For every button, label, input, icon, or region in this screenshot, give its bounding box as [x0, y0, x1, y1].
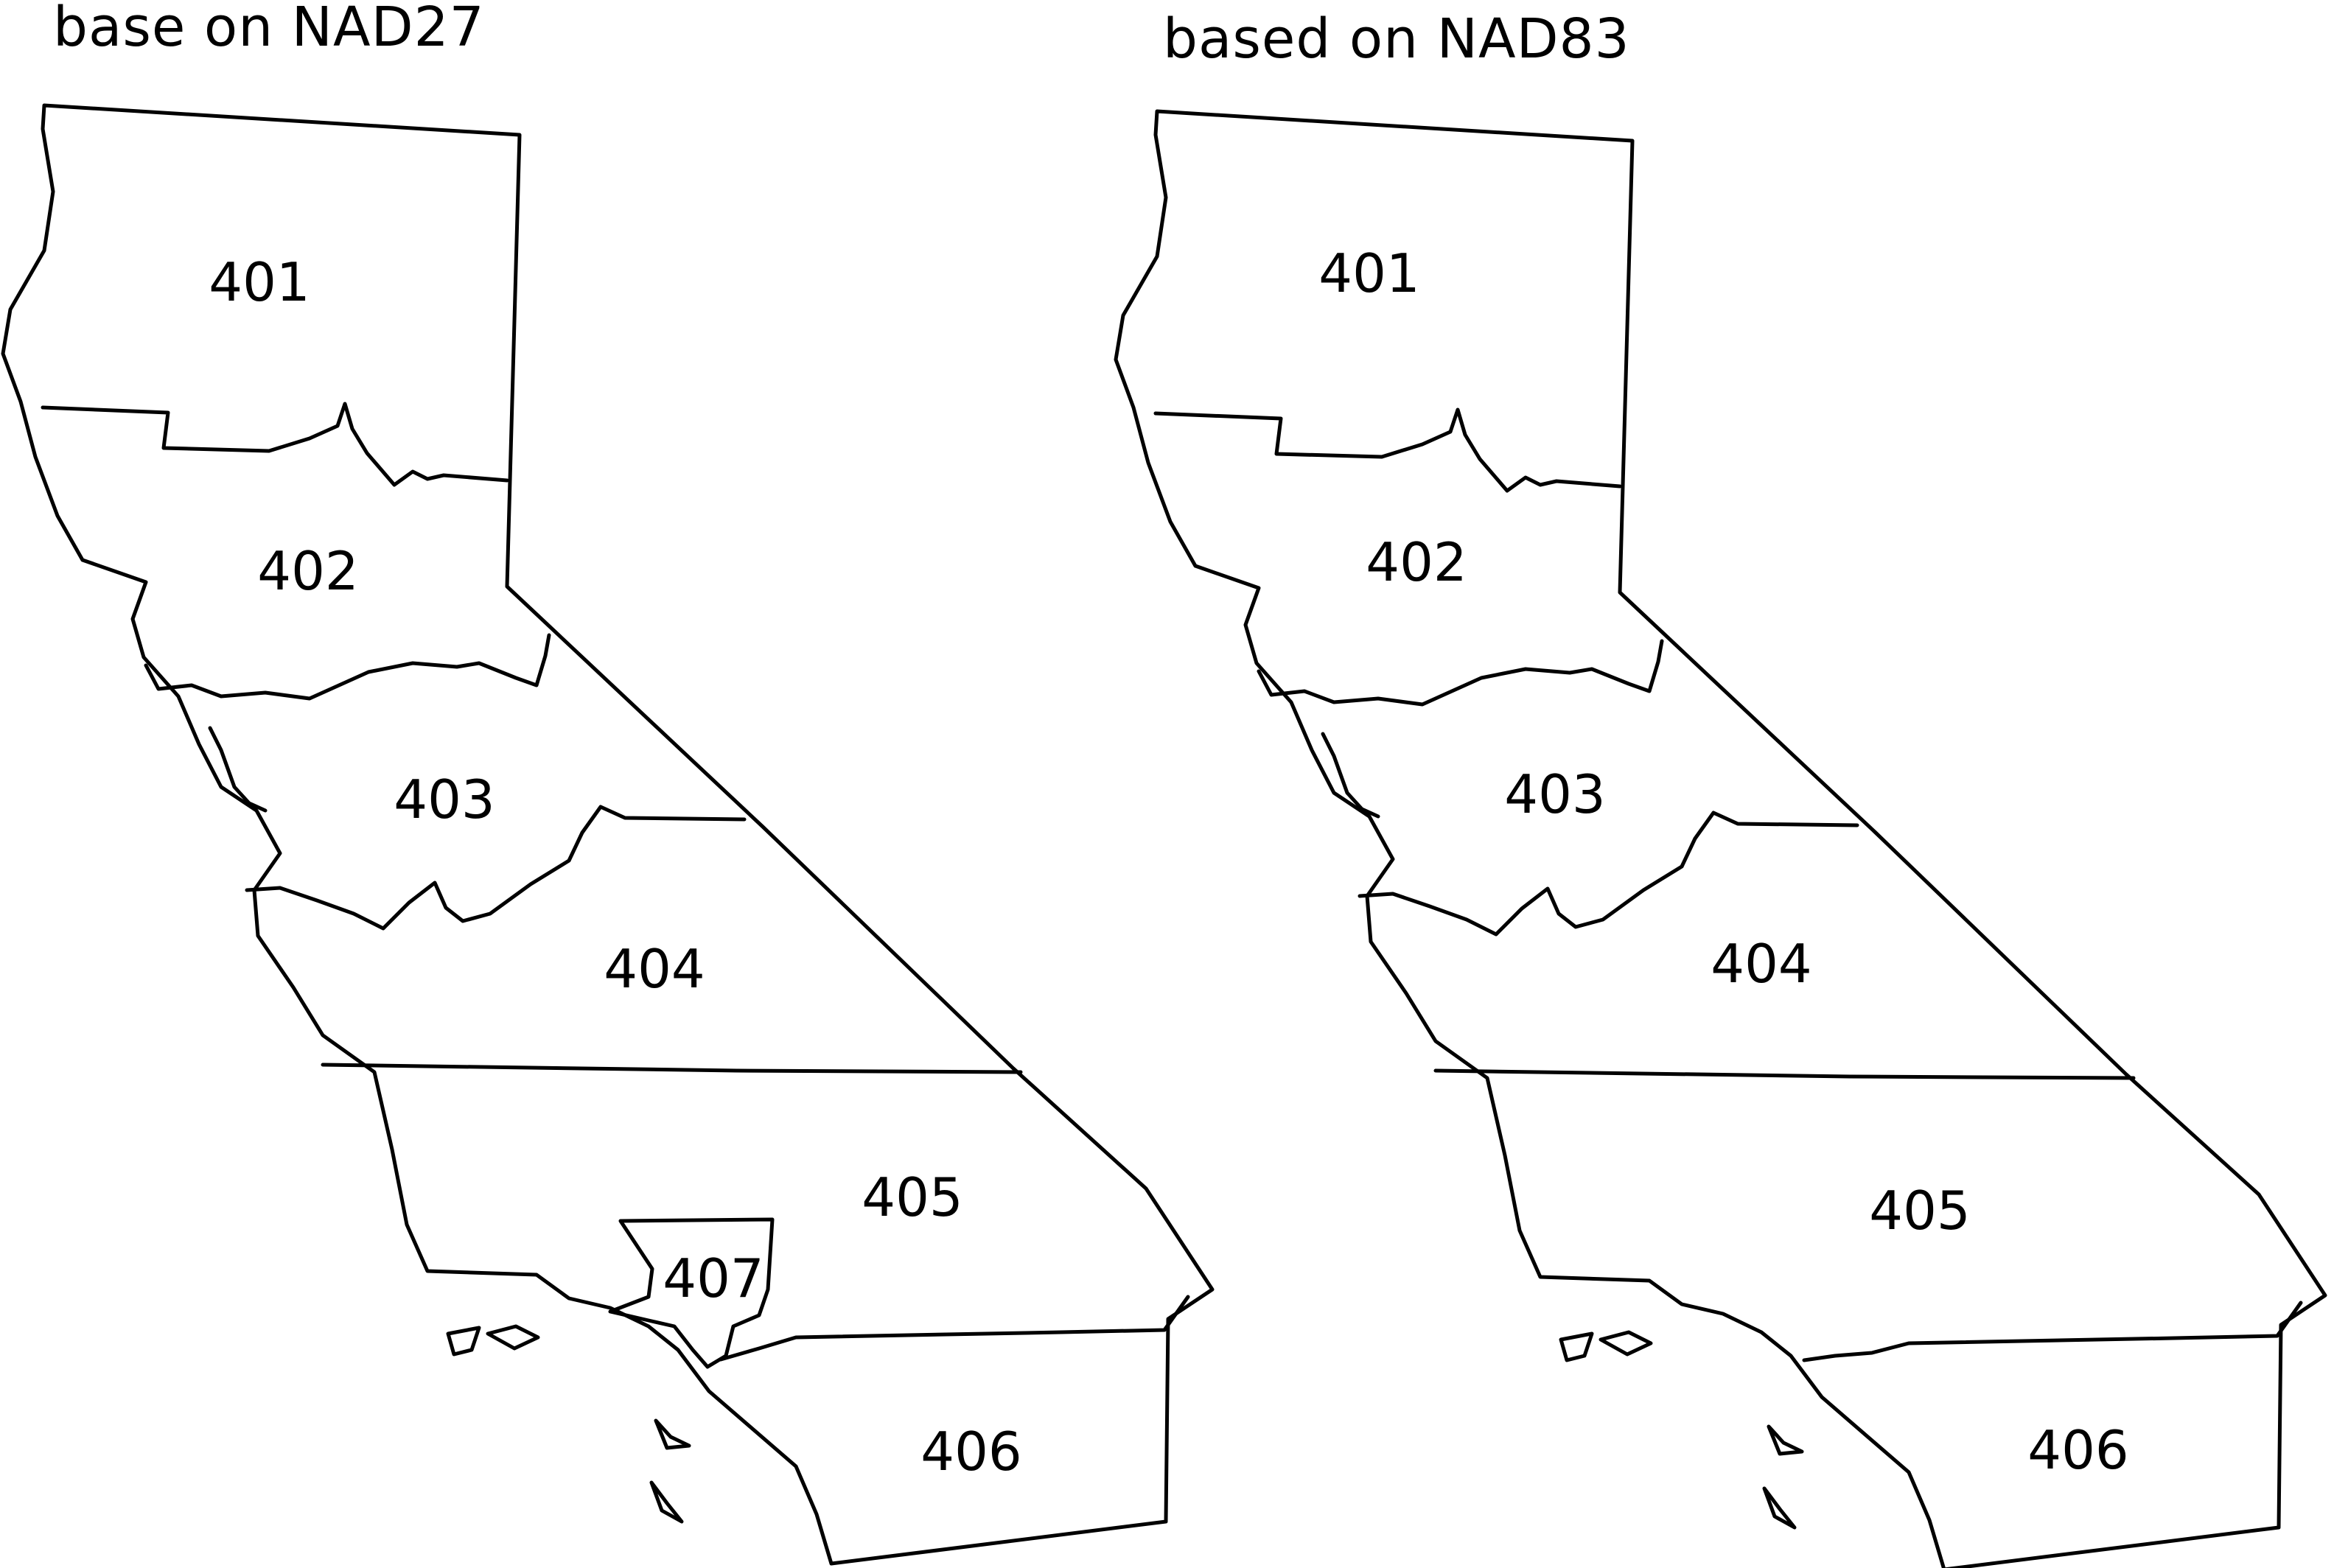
- zone-boundary-403-404: [245, 805, 747, 931]
- channel-island: [1767, 1424, 1804, 1456]
- zone-boundary-407: [608, 1217, 775, 1369]
- zone-boundary-403-404: [1358, 811, 1859, 937]
- channel-island: [654, 1418, 691, 1450]
- channel-island: [649, 1480, 684, 1524]
- zone-label-403: 403: [1504, 763, 1605, 825]
- zone-label-402: 402: [257, 540, 358, 602]
- zone-boundary-402-403: [144, 633, 551, 701]
- california-outline: [1116, 111, 2325, 1568]
- bay-inlet: [208, 726, 268, 813]
- zone-label-405: 405: [862, 1166, 962, 1228]
- panel-title-nad27: base on NAD27: [53, 0, 485, 59]
- zone-boundary-404-405: [1433, 1068, 2136, 1080]
- california-outline: [3, 105, 1212, 1564]
- channel-island: [486, 1324, 540, 1351]
- panel-title-nad83: based on NAD83: [1163, 7, 1630, 71]
- channel-island: [1598, 1330, 1653, 1357]
- zone-label-405: 405: [1869, 1180, 1970, 1242]
- zone-boundary-404-405: [321, 1063, 1023, 1074]
- channel-island: [1559, 1331, 1594, 1362]
- map-nad27: 401 402 403 404 405 406 407: [3, 105, 1212, 1564]
- zone-label-406: 406: [920, 1421, 1021, 1483]
- zone-boundary-402-403: [1257, 639, 1664, 707]
- zone-label-407: 407: [663, 1247, 764, 1309]
- channel-island: [446, 1326, 481, 1357]
- zone-label-401: 401: [1318, 242, 1419, 304]
- zone-label-406: 406: [2027, 1419, 2128, 1481]
- zone-label-404: 404: [1711, 933, 1811, 995]
- zone-label-402: 402: [1366, 531, 1467, 593]
- channel-island: [1762, 1486, 1797, 1530]
- zone-label-404: 404: [604, 938, 705, 1000]
- zone-boundary-405-406: [719, 1295, 1190, 1362]
- zone-boundary-401-402: [41, 402, 509, 487]
- zone-label-403: 403: [394, 769, 495, 830]
- map-nad83: 401 402 403 404 405 406: [1116, 111, 2325, 1568]
- zone-boundary-405-406: [1802, 1301, 2303, 1362]
- zone-label-401: 401: [209, 251, 310, 313]
- zone-boundary-401-402: [1153, 407, 1622, 493]
- bay-inlet: [1321, 732, 1380, 819]
